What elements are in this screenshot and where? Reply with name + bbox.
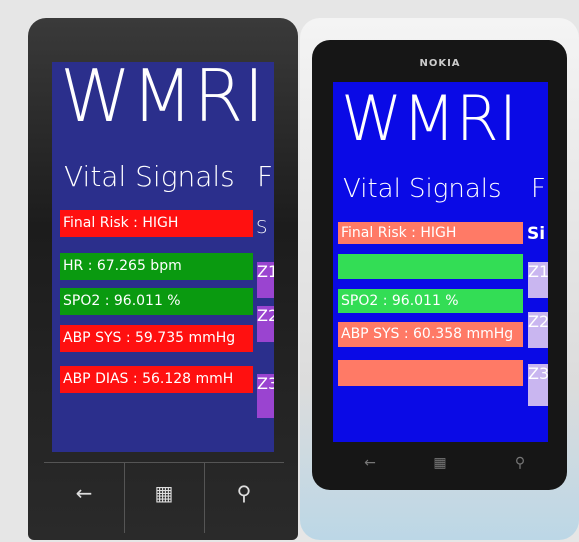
abp-sys-row: ABP SYS : 59.735 mmHg bbox=[60, 325, 253, 352]
hr-row: HR : 67.265 bpm bbox=[60, 253, 253, 280]
abp-sys-row: ABP SYS : 60.358 mmHg bbox=[338, 322, 523, 347]
section-title: Vital Signals bbox=[343, 174, 502, 204]
back-button[interactable]: ← bbox=[75, 481, 93, 505]
app-title: WMRI bbox=[60, 62, 265, 138]
search-button[interactable]: ⚲ bbox=[236, 481, 252, 505]
zone: Z3 bbox=[257, 374, 274, 418]
zone: Z1 bbox=[528, 262, 548, 298]
spo2-row: SPO2 : 96.011 % bbox=[60, 288, 253, 315]
back-button[interactable]: ← bbox=[364, 455, 376, 471]
brand: NOKIA bbox=[419, 58, 461, 69]
nav-bar: ← ▦ ⚲ bbox=[44, 462, 284, 533]
side-header: S bbox=[256, 217, 268, 238]
section-title: Vital Signals bbox=[64, 160, 235, 193]
zone: Z1 bbox=[257, 262, 274, 298]
left-screen: WMRI Vital Signals F S Final Risk : HIGH… bbox=[52, 62, 274, 452]
zone: Z3 bbox=[528, 364, 548, 406]
abp-dias-row: ABP DIAS : 56.128 mmH bbox=[60, 366, 253, 393]
zone: Z2 bbox=[528, 312, 548, 348]
side-header: Si bbox=[527, 224, 546, 244]
risk-row: Final Risk : HIGH bbox=[338, 222, 523, 244]
abp-dias-row bbox=[338, 360, 523, 386]
risk-row: Final Risk : HIGH bbox=[60, 210, 253, 237]
start-button[interactable]: ▦ bbox=[154, 481, 174, 505]
next-section: F bbox=[531, 174, 546, 204]
right-screen: WMRI Vital Signals F Si Final Risk : HIG… bbox=[333, 82, 548, 442]
zone: Z2 bbox=[257, 306, 274, 342]
search-button[interactable]: ⚲ bbox=[514, 455, 526, 471]
app-title: WMRI bbox=[341, 82, 518, 155]
start-button[interactable]: ▦ bbox=[433, 455, 447, 471]
hr-row bbox=[338, 254, 523, 279]
next-section: F bbox=[257, 160, 274, 193]
spo2-row: SPO2 : 96.011 % bbox=[338, 289, 523, 313]
